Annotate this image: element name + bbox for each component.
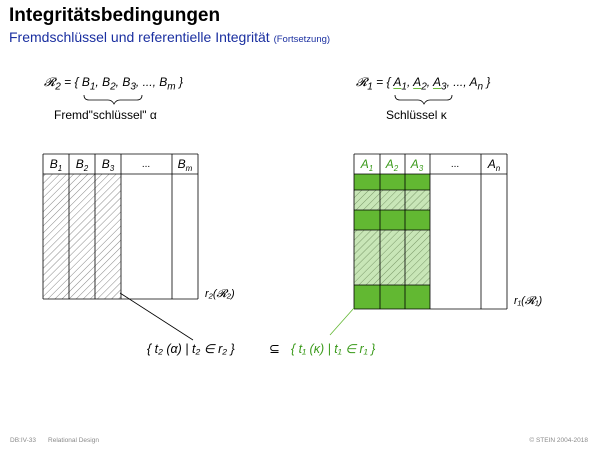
header-b3: B3 <box>102 157 115 173</box>
green-row-3 <box>354 285 430 309</box>
hatched-row-1 <box>354 190 430 210</box>
schema-r2-open: = { <box>60 75 82 89</box>
footer-code: DB:IV-33 <box>10 437 37 444</box>
schema-r2-index: 2 <box>55 81 61 93</box>
schema-r1-symbol: 𝓡 <box>356 75 368 89</box>
foreign-key-label: Fremd"schlüssel" α <box>54 108 157 122</box>
subtitle-note: (Fortsetzung) <box>273 34 331 45</box>
page-subtitle: Fremdschlüssel und referentielle Integri… <box>9 29 330 45</box>
header-ellipsis-right: ... <box>451 159 459 170</box>
attr-ellipsis: ... <box>142 75 153 89</box>
pointer-line-left <box>119 292 194 341</box>
header-ellipsis: ... <box>142 159 150 170</box>
schema-r1-index: 1 <box>367 81 373 93</box>
attr-a2: A2 <box>413 75 427 93</box>
attr-b2: B2 <box>102 75 116 93</box>
hatched-row-2 <box>354 230 430 285</box>
green-row-1 <box>354 174 430 190</box>
subtitle-text: Fremdschlüssel und referentielle Integri… <box>9 29 270 45</box>
schema-r2-symbol: 𝓡 <box>44 75 56 89</box>
table-r1: A1 A2 A3 ... An <box>353 153 508 310</box>
footer-copyright: © STEIN 2004-2018 <box>529 437 588 444</box>
subset-symbol: ⊆ <box>269 341 280 356</box>
attr-b3: B3 <box>122 75 136 93</box>
footer-left: DB:IV-33 Relational Design <box>10 437 99 444</box>
header-bm: Bm <box>178 157 193 173</box>
schema-r1-close: } <box>483 75 491 89</box>
hatched-foreign-key-area <box>43 174 121 299</box>
header-a1: A1 <box>360 157 373 173</box>
schema-r2-formula: 𝓡2 = { B1, B2, B3, ..., Bm } <box>44 75 183 93</box>
foreign-key-brace <box>83 94 143 105</box>
attr-an: An <box>469 75 484 93</box>
key-brace <box>394 94 453 105</box>
projection-r1: { t₁ (κ) | t₁ ∈ r₁ } <box>291 342 375 356</box>
relation-r1-label: r₁(𝓡₁) <box>514 295 543 307</box>
attr-bm: Bm <box>159 75 176 93</box>
relation-r2-label: r₂(𝓡₂) <box>205 288 235 300</box>
footer-topic: Relational Design <box>48 437 99 444</box>
header-b1: B1 <box>50 157 62 173</box>
table-r2: B1 B2 B3 ... Bm <box>42 153 199 300</box>
header-a3: A3 <box>410 157 424 173</box>
schema-r2-close: } <box>175 75 183 89</box>
header-an: An <box>487 157 501 173</box>
header-b2: B2 <box>76 157 89 173</box>
schema-r1-formula: 𝓡1 = { A1, A2, A3, ..., An } <box>356 75 491 93</box>
attr-a3: A3 <box>432 75 447 93</box>
attr-a1: A1 <box>393 75 407 93</box>
green-row-2 <box>354 210 430 230</box>
schema-r1-open: = { <box>372 75 394 89</box>
pointer-line-right <box>329 307 355 336</box>
key-label: Schlüssel κ <box>386 108 447 122</box>
attr-ellipsis-right: ... <box>453 75 464 89</box>
projection-r2: { t₂ (α) | t₂ ∈ r₂ } <box>147 342 235 356</box>
header-a2: A2 <box>385 157 399 173</box>
attr-b1: B1 <box>81 75 96 93</box>
page-title: Integritätsbedingungen <box>9 5 221 26</box>
